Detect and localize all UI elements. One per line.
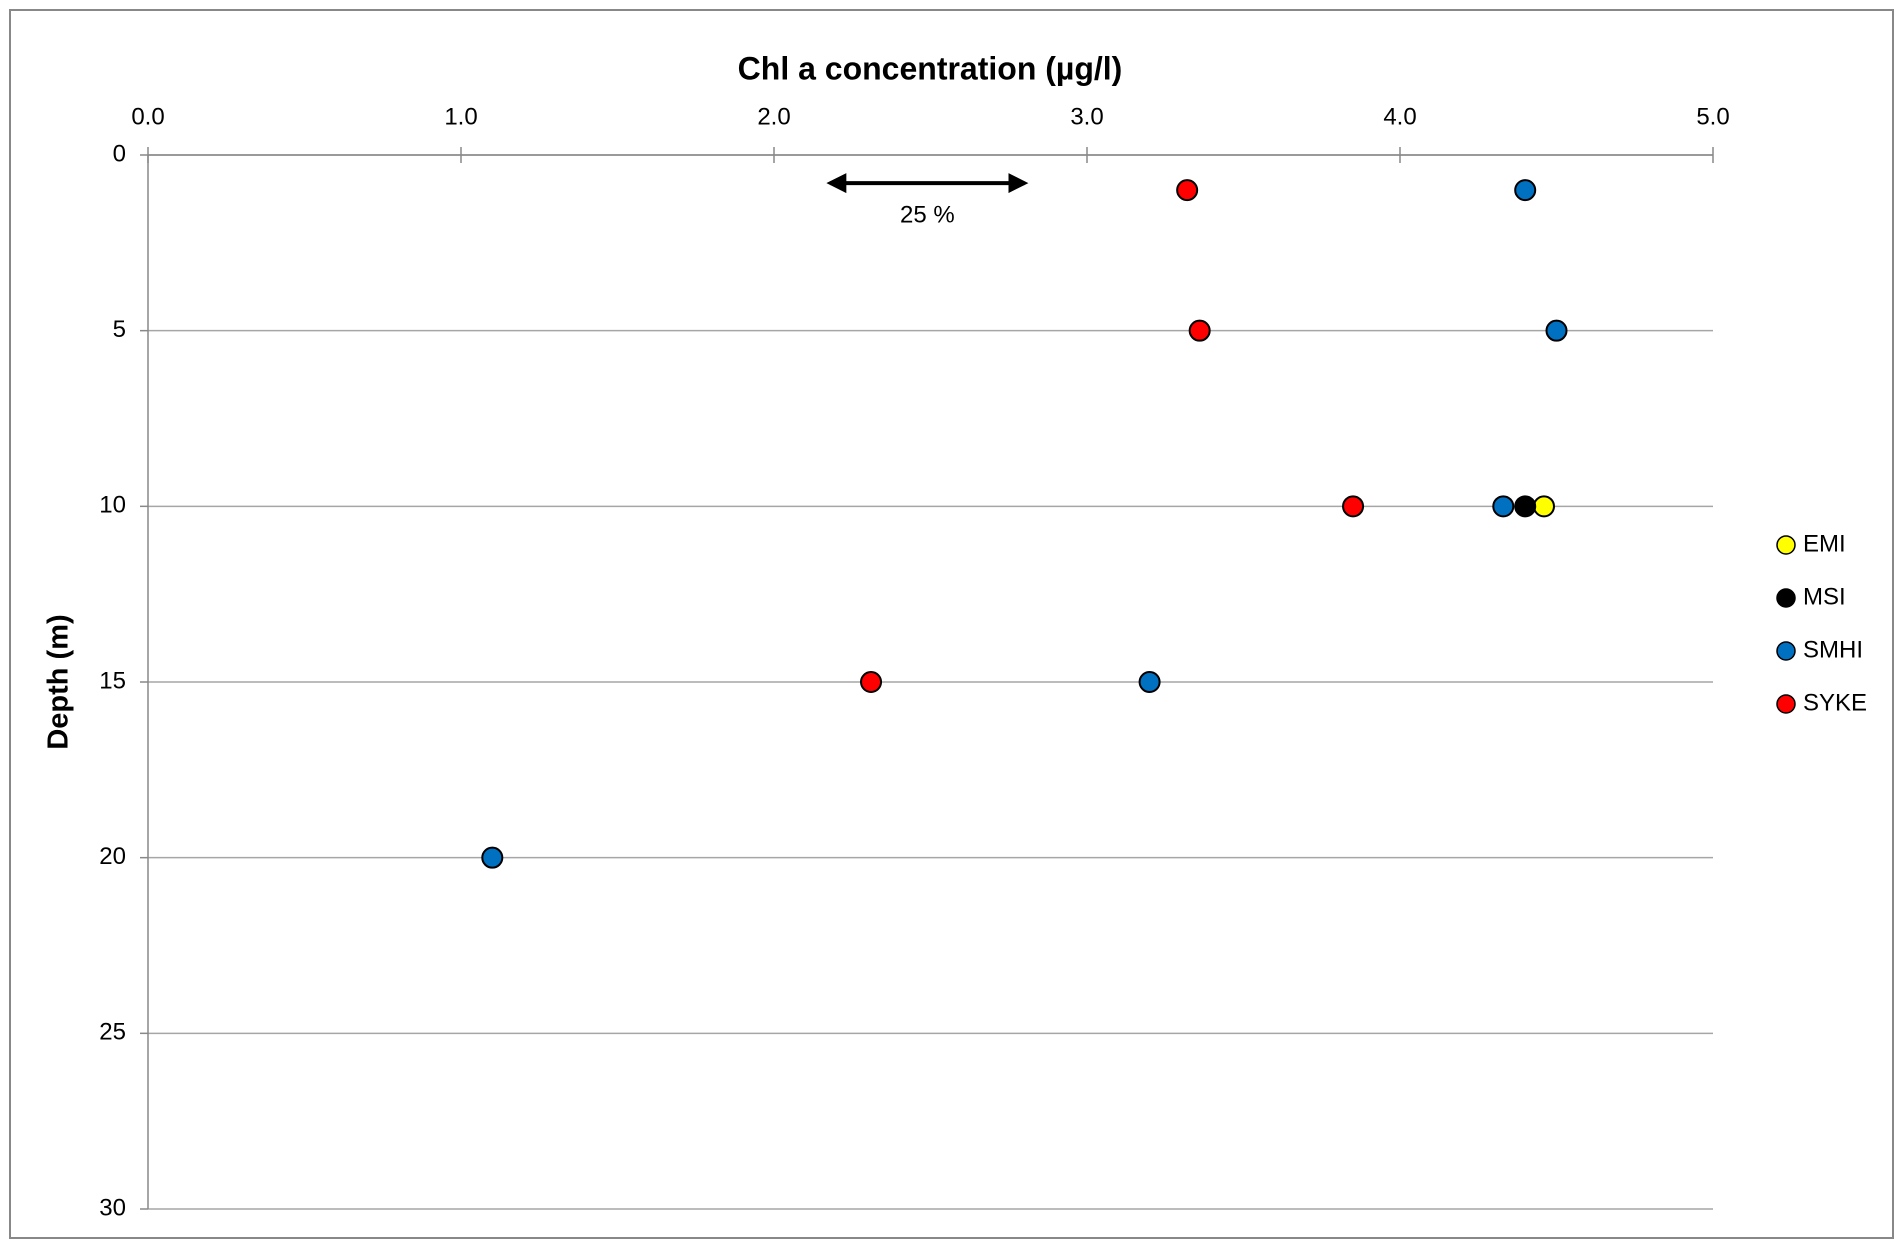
point [1176, 179, 1199, 202]
legend-marker [1776, 588, 1796, 608]
annotation-text: 25 % [900, 201, 955, 228]
point [1514, 179, 1537, 202]
legend-label: MSI [1803, 583, 1846, 610]
point [1342, 495, 1365, 518]
point [1545, 319, 1568, 342]
legend-marker [1776, 694, 1796, 714]
x-tick-label: 2.0 [757, 103, 790, 130]
x-tick-label: 1.0 [444, 103, 477, 130]
legend-label: EMI [1803, 530, 1846, 557]
point [1492, 495, 1515, 518]
point [481, 846, 504, 869]
y-tick-label: 20 [99, 843, 126, 870]
legend-label: SYKE [1803, 689, 1867, 716]
point [1188, 319, 1211, 342]
point [860, 671, 883, 693]
legend-marker [1776, 641, 1796, 661]
x-tick-label: 3.0 [1070, 103, 1103, 130]
y-tick-label: 0 [113, 140, 126, 167]
x-tick-label: 4.0 [1383, 103, 1416, 130]
legend-marker [1776, 535, 1796, 555]
point [1514, 495, 1537, 518]
y-tick-label: 15 [99, 667, 126, 694]
point [1532, 495, 1555, 518]
x-tick-label: 0.0 [131, 103, 164, 130]
chart-border [9, 9, 1894, 1239]
y-axis-label: Depth (m) [43, 614, 75, 749]
y-tick-label: 30 [99, 1194, 126, 1221]
point [1138, 671, 1161, 693]
y-tick-label: 25 [99, 1019, 126, 1046]
x-tick-label: 5.0 [1696, 103, 1729, 130]
y-tick-label: 10 [99, 492, 126, 519]
chart-title: Chl a concentration (µg/l) [738, 50, 1123, 86]
y-tick-label: 5 [113, 316, 126, 343]
legend-label: SMHI [1803, 636, 1863, 663]
